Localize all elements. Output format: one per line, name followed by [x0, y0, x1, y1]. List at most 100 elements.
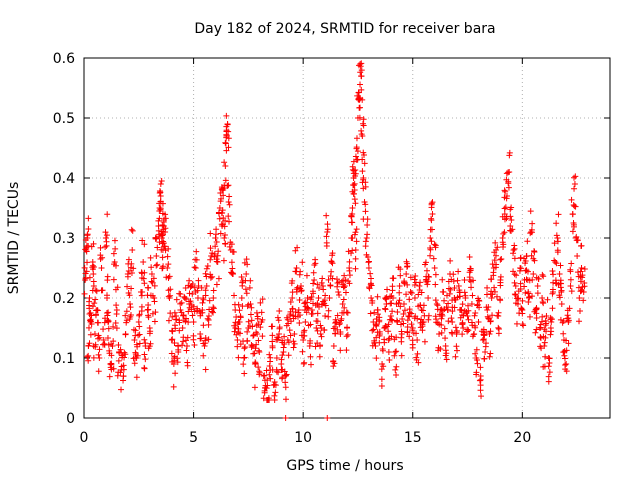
x-tick-label: 0: [80, 430, 89, 446]
data-point: [519, 310, 526, 317]
data-point: [438, 321, 445, 328]
data-point: [225, 182, 232, 189]
data-point: [209, 250, 216, 257]
data-point: [511, 245, 518, 252]
data-point: [142, 356, 149, 363]
data-point: [213, 258, 220, 265]
data-point: [501, 187, 508, 194]
data-point: [221, 223, 228, 230]
data-point: [202, 366, 209, 373]
data-point: [178, 299, 185, 306]
data-point: [441, 325, 448, 332]
data-point: [317, 322, 324, 329]
data-point: [195, 282, 202, 289]
data-point: [222, 217, 229, 224]
data-point: [484, 307, 491, 313]
data-point: [342, 289, 349, 296]
data-point: [204, 315, 211, 322]
data-point: [382, 296, 389, 303]
data-point: [215, 248, 222, 255]
data-point: [255, 321, 262, 328]
data-point: [401, 279, 408, 286]
data-point: [476, 304, 483, 311]
data-point: [104, 335, 111, 342]
data-point: [325, 313, 332, 320]
data-point: [556, 292, 563, 299]
data-point: [467, 278, 474, 285]
data-point: [472, 350, 479, 357]
data-point: [341, 304, 348, 311]
data-point: [445, 278, 452, 285]
data-point: [199, 309, 206, 316]
data-point: [105, 325, 112, 332]
data-point: [475, 319, 482, 325]
data-point: [548, 319, 555, 326]
data-point: [140, 275, 147, 282]
data-point: [539, 271, 546, 278]
data-point: [83, 244, 90, 251]
data-point: [512, 291, 519, 298]
data-point: [365, 258, 372, 265]
data-point: [365, 265, 372, 271]
data-point: [571, 174, 577, 181]
data-point: [492, 239, 499, 246]
data-point: [511, 291, 518, 298]
data-point: [466, 254, 473, 261]
data-point: [210, 305, 217, 312]
data-point: [427, 246, 434, 253]
data-point: [270, 382, 277, 389]
data-point: [181, 295, 188, 301]
data-point: [432, 281, 439, 288]
data-point: [553, 220, 560, 227]
data-point: [560, 330, 567, 337]
data-point: [540, 273, 547, 280]
data-point: [359, 96, 366, 103]
data-point: [349, 163, 356, 170]
data-point: [343, 347, 350, 354]
data-point: [462, 292, 469, 299]
data-point: [506, 152, 513, 159]
data-point: [483, 340, 490, 347]
data-point: [336, 291, 343, 298]
data-point: [453, 343, 460, 350]
data-point: [367, 270, 374, 277]
data-point: [578, 265, 585, 271]
data-point: [364, 253, 371, 260]
data-point: [308, 361, 315, 368]
data-point: [95, 351, 102, 358]
y-tick-label: 0.6: [53, 51, 75, 67]
data-point: [581, 266, 588, 273]
data-point: [383, 301, 390, 307]
data-point: [269, 323, 276, 330]
data-point: [406, 333, 413, 340]
data-point: [546, 369, 553, 376]
data-point: [120, 366, 127, 373]
data-point: [572, 173, 579, 180]
data-point: [439, 276, 446, 283]
data-point: [348, 250, 355, 257]
data-point: [132, 351, 139, 358]
data-point: [534, 283, 541, 289]
data-point: [92, 296, 99, 303]
data-point: [388, 292, 395, 299]
data-point: [82, 237, 89, 244]
data-point: [488, 276, 495, 283]
data-point: [469, 292, 476, 299]
data-point: [259, 296, 266, 303]
data-point: [561, 355, 568, 362]
data-point: [337, 317, 344, 324]
data-point: [202, 334, 209, 341]
data-point: [207, 230, 214, 237]
data-point: [358, 131, 365, 138]
data-point: [413, 330, 420, 337]
data-point: [533, 326, 540, 333]
data-point: [92, 343, 99, 350]
data-point: [362, 208, 369, 215]
data-point: [459, 331, 466, 338]
data-point: [334, 279, 341, 286]
data-point: [568, 288, 575, 295]
data-point: [191, 284, 198, 291]
data-point: [481, 355, 488, 362]
data-point: [434, 320, 441, 327]
data-point: [95, 332, 102, 339]
